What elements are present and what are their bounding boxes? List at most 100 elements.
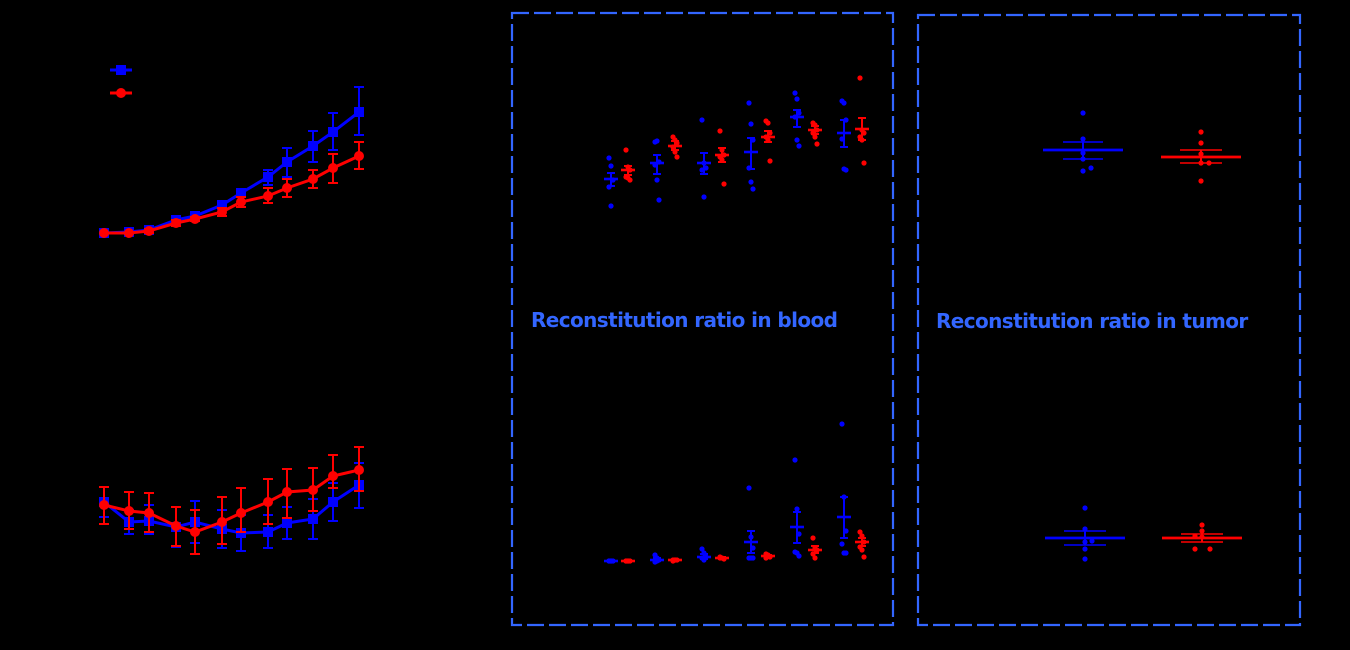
data-point	[794, 506, 800, 512]
data-point	[1198, 140, 1204, 146]
circle-marker-icon	[99, 228, 109, 238]
scatter-group-red	[668, 134, 682, 160]
square-marker-icon	[217, 200, 227, 210]
square-marker-icon	[354, 107, 364, 117]
circle-marker-icon	[308, 485, 318, 495]
circle-marker-icon	[124, 506, 134, 516]
data-point	[767, 158, 773, 164]
data-point	[746, 100, 752, 106]
data-point	[857, 529, 863, 535]
scatter-group-blue	[604, 558, 618, 564]
data-point	[841, 100, 847, 106]
scatter-group-red	[855, 529, 869, 560]
blood-panel-border	[510, 11, 895, 627]
data-point	[699, 546, 705, 552]
data-point	[1082, 505, 1088, 511]
circle-marker-icon	[236, 197, 246, 207]
scatter-group-blue	[697, 546, 711, 563]
circle-marker-icon	[263, 191, 273, 201]
square-marker-icon	[282, 157, 292, 167]
data-point	[701, 194, 707, 200]
circle-marker-icon	[99, 500, 109, 510]
square-marker-icon	[328, 497, 338, 507]
data-point	[861, 554, 867, 560]
data-point	[674, 154, 680, 160]
scatter-group-red	[1161, 129, 1241, 184]
data-point	[796, 553, 802, 559]
data-point	[792, 457, 798, 463]
data-point	[746, 485, 752, 491]
circle-marker-icon	[236, 508, 246, 518]
data-point	[794, 137, 800, 143]
square-marker-icon	[308, 514, 318, 524]
tumor-panel-title: Reconstitution ratio in tumor	[936, 309, 1248, 333]
square-marker-icon	[308, 141, 318, 151]
scatter-group-red	[621, 147, 635, 183]
scatter-chart-blood-bottom	[604, 421, 869, 565]
scatter-group-blue	[790, 457, 804, 559]
data-point	[1080, 168, 1086, 174]
data-point	[1198, 129, 1204, 135]
series-red	[99, 141, 364, 238]
data-point	[1089, 538, 1095, 544]
square-marker-icon	[263, 172, 273, 182]
data-point	[843, 167, 849, 173]
data-point	[1192, 546, 1198, 552]
data-point	[623, 147, 629, 153]
data-point	[792, 90, 798, 96]
scatter-group-red	[668, 557, 682, 564]
circle-marker-icon	[282, 487, 292, 497]
circle-marker-icon	[263, 497, 273, 507]
data-point	[794, 96, 800, 102]
circle-marker-icon	[328, 471, 338, 481]
data-point	[1080, 110, 1086, 116]
scatter-chart-tumor-bottom	[1045, 505, 1242, 562]
data-point	[654, 177, 660, 183]
data-point	[861, 160, 867, 166]
data-point	[608, 203, 614, 209]
scatter-chart-blood-top	[604, 75, 869, 209]
scatter-group-blue	[697, 117, 711, 200]
data-point	[606, 155, 612, 161]
circle-marker-icon	[190, 527, 200, 537]
legend-item-red	[110, 88, 132, 98]
data-point	[839, 541, 845, 547]
data-point	[812, 134, 818, 140]
data-point	[765, 120, 771, 126]
scatter-group-red	[621, 558, 635, 564]
circle-marker-icon	[354, 151, 364, 161]
line-chart-bottom-left	[99, 446, 364, 555]
circle-marker-icon	[124, 228, 134, 238]
legend-item-blue	[110, 65, 132, 75]
circle-marker-icon	[217, 207, 227, 217]
data-point	[717, 128, 723, 134]
scatter-group-blue	[744, 100, 758, 192]
data-point	[843, 550, 849, 556]
data-point	[1082, 546, 1088, 552]
scatter-group-blue	[790, 90, 804, 149]
data-point	[814, 141, 820, 147]
data-point	[656, 197, 662, 203]
data-point	[750, 555, 756, 561]
scatter-group-blue	[650, 552, 664, 565]
circle-marker-icon	[144, 508, 154, 518]
scatter-group-blue	[650, 138, 664, 203]
data-point	[1088, 165, 1094, 171]
circle-marker-icon	[144, 226, 154, 236]
scatter-group-blue	[1045, 505, 1125, 562]
circle-marker-icon	[171, 218, 181, 228]
square-marker-icon	[263, 527, 273, 537]
scatter-group-red	[715, 128, 729, 187]
data-point	[654, 138, 660, 144]
legend	[110, 65, 132, 98]
data-point	[1207, 546, 1213, 552]
scatter-chart-tumor-top	[1043, 110, 1241, 184]
scatter-group-red	[808, 535, 822, 561]
circle-marker-icon	[171, 521, 181, 531]
tumor-panel-border	[916, 13, 1302, 627]
circle-marker-icon	[282, 183, 292, 193]
data-point	[1199, 528, 1205, 534]
scatter-group-blue	[1043, 110, 1123, 174]
